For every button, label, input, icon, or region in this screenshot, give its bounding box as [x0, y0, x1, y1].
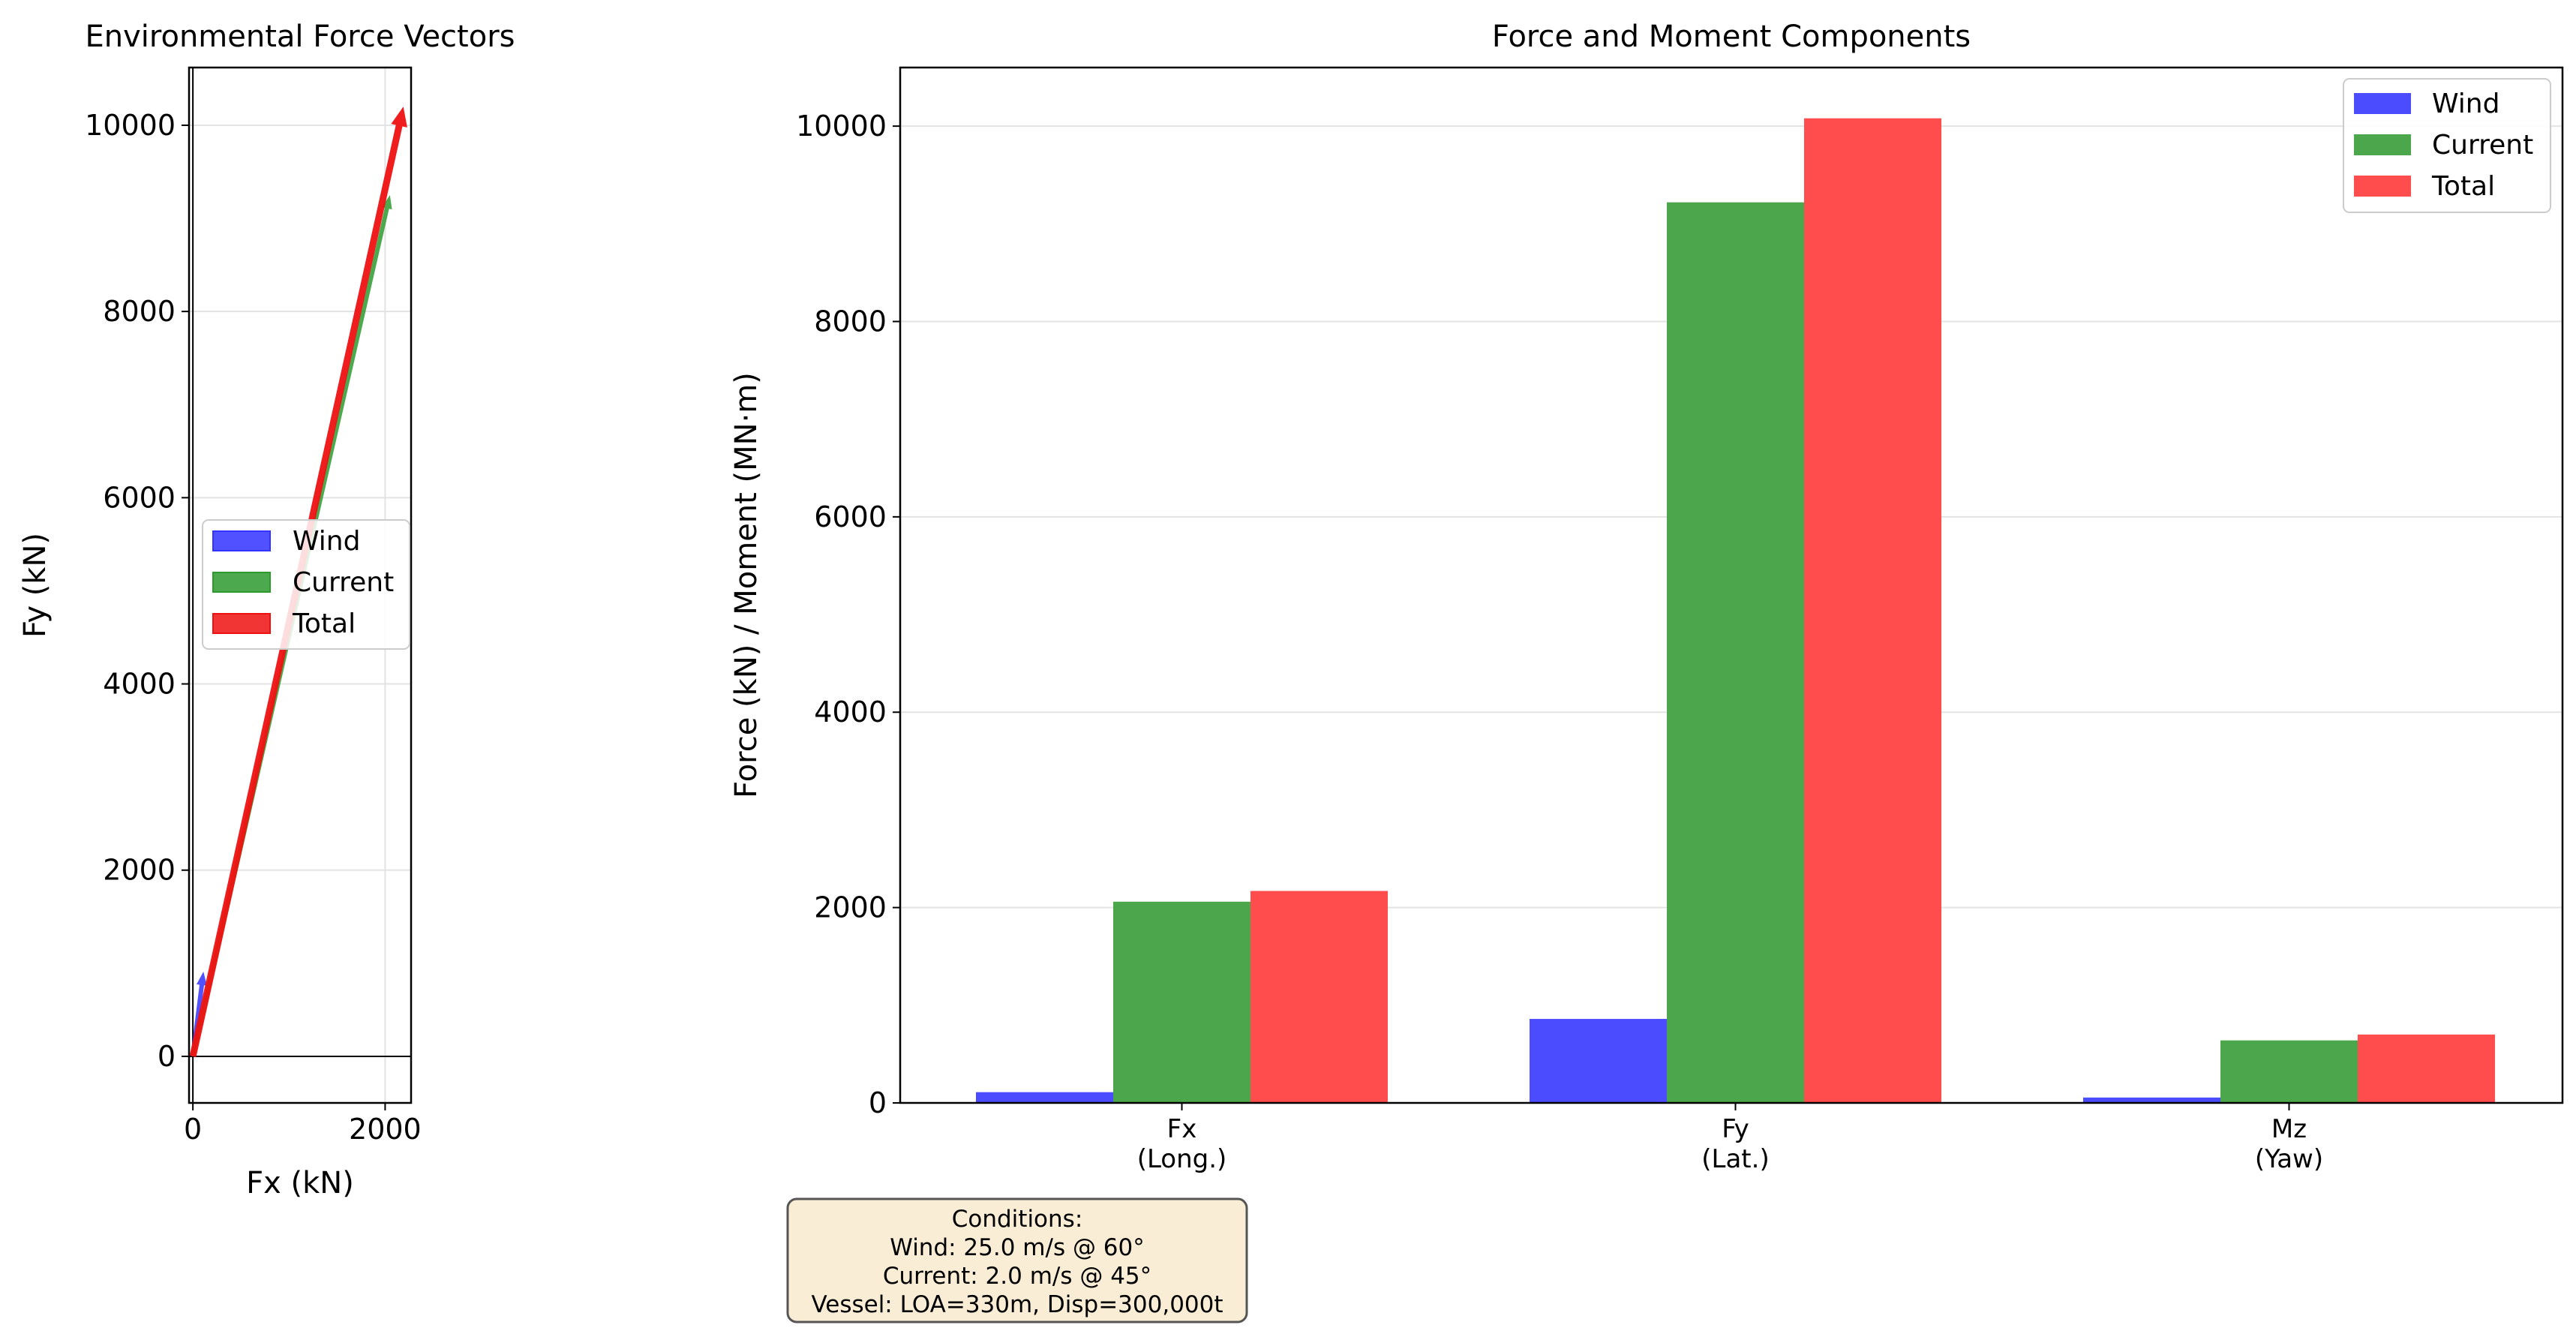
left-zero-lines [189, 68, 411, 1103]
left-legend-label: Current [293, 567, 394, 598]
left-x-tick-label: 2000 [349, 1113, 422, 1146]
right-x-ticks: Fx(Long.) Fy(Lat.) Mz(Yaw) [1137, 1103, 2323, 1174]
force-vector-panel: Environmental Force Vectors 0 2000 0 2000 4… [18, 20, 515, 1200]
left-x-axis-label: Fx (kN) [246, 1166, 354, 1200]
right-bars [976, 118, 2495, 1103]
bar-wind-mz [2083, 1097, 2220, 1103]
right-plot-frame [899, 66, 2564, 1104]
left-x-ticks: 0 2000 [184, 1103, 422, 1146]
bar-total-mz [2358, 1034, 2495, 1103]
right-y-tick-label: 0 [869, 1086, 887, 1119]
left-y-ticks: 0 2000 4000 6000 8000 10000 [85, 109, 189, 1073]
right-x-tick-sublabel: (Lat.) [1701, 1144, 1769, 1174]
right-legend-swatch-wind [2354, 93, 2411, 114]
left-legend-label: Total [292, 608, 356, 639]
bar-total-fy [1804, 118, 1941, 1103]
conditions-line: Vessel: LOA=330m, Disp=300,000t [811, 1291, 1223, 1318]
right-x-tick-label: Mz [2271, 1114, 2307, 1144]
conditions-line: Conditions: [952, 1206, 1083, 1233]
right-y-tick-label: 8000 [814, 305, 887, 338]
bar-total-fx [1250, 891, 1388, 1103]
right-y-axis-label: Force (kN) / Moment (MN·m) [729, 372, 764, 798]
conditions-line: Current: 2.0 m/s @ 45° [883, 1263, 1151, 1290]
right-x-tick-label: Fy [1722, 1114, 1749, 1144]
right-x-tick-sublabel: (Long.) [1137, 1144, 1227, 1174]
left-y-tick-label: 8000 [103, 295, 176, 328]
left-chart-title: Environmental Force Vectors [86, 20, 515, 54]
right-y-ticks: 0 2000 4000 6000 8000 10000 [796, 110, 900, 1119]
right-y-tick-label: 10000 [796, 110, 887, 143]
force-moment-panel: Force and Moment Components 0 2000 4000 600… [729, 20, 2564, 1174]
left-plot-frame [188, 66, 413, 1104]
right-legend: Wind Current Total [2343, 78, 2551, 213]
right-legend-swatch-current [2354, 134, 2411, 155]
right-legend-label: Current [2432, 130, 2533, 161]
left-legend-swatch-total [212, 613, 271, 634]
conditions-annotation: Conditions:Wind: 25.0 m/s @ 60°Current: … [786, 1197, 1248, 1323]
bar-wind-fx [976, 1092, 1113, 1103]
right-y-tick-label: 4000 [814, 696, 887, 729]
right-y-tick-label: 2000 [814, 891, 887, 924]
left-y-axis-label: Fy (kN) [18, 533, 53, 638]
left-y-tick-label: 6000 [103, 481, 176, 514]
conditions-lines: Conditions:Wind: 25.0 m/s @ 60°Current: … [811, 1206, 1223, 1318]
left-y-tick-label: 10000 [85, 109, 176, 142]
left-legend: Wind Current Total [202, 519, 410, 650]
bar-current-fx [1113, 901, 1250, 1103]
left-legend-label: Wind [293, 526, 360, 557]
right-x-tick-sublabel: (Yaw) [2255, 1144, 2323, 1174]
right-legend-swatch-total [2354, 176, 2411, 197]
bar-current-mz [2220, 1040, 2358, 1103]
left-y-tick-label: 0 [158, 1040, 176, 1073]
left-legend-swatch-wind [212, 530, 271, 551]
left-x-tick-label: 0 [184, 1113, 202, 1146]
conditions-box-background [786, 1197, 1248, 1323]
bar-wind-fy [1530, 1019, 1667, 1103]
right-x-tick-label: Fx [1167, 1114, 1197, 1144]
left-y-tick-label: 4000 [103, 668, 176, 701]
right-legend-label: Wind [2432, 89, 2499, 119]
right-legend-label: Total [2431, 171, 2495, 202]
conditions-line: Wind: 25.0 m/s @ 60° [890, 1234, 1145, 1261]
left-y-tick-label: 2000 [103, 854, 176, 887]
bar-current-fy [1667, 202, 1804, 1103]
right-chart-title: Force and Moment Components [1492, 20, 1971, 54]
right-y-tick-label: 6000 [814, 500, 887, 533]
left-legend-swatch-current [212, 572, 271, 593]
